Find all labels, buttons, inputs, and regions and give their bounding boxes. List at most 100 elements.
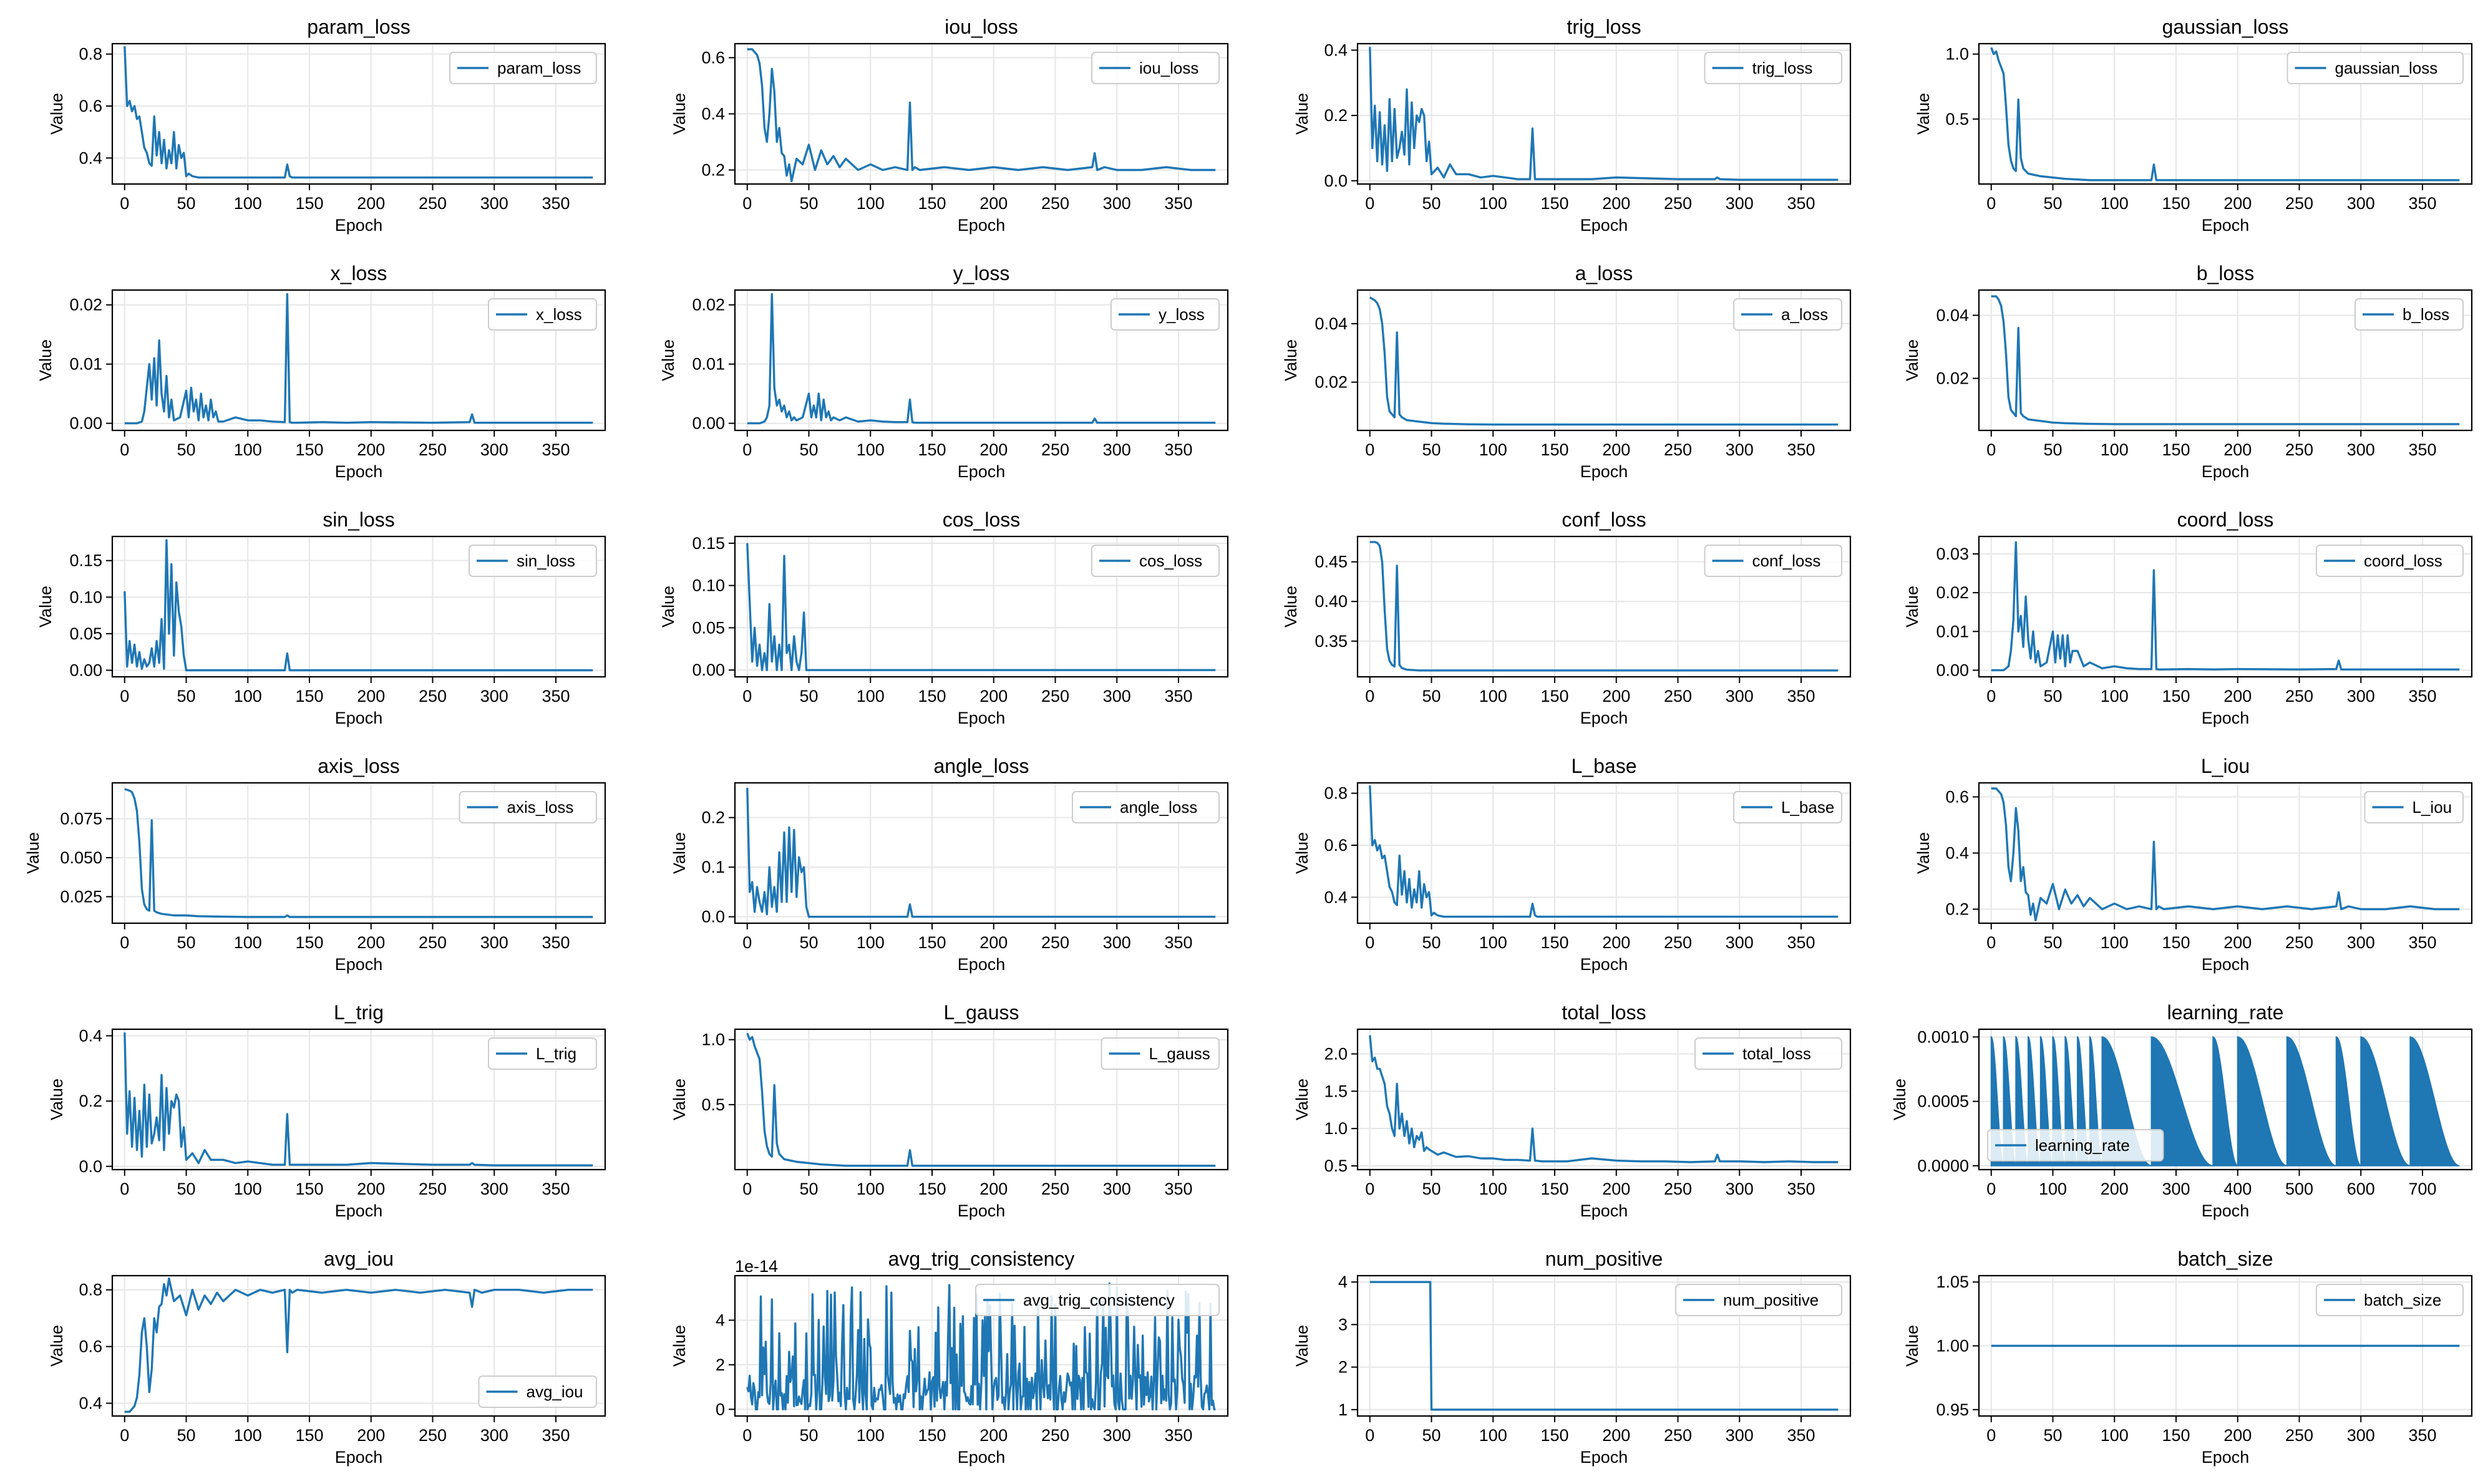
x-tick-label: 300	[1103, 687, 1131, 706]
x-tick-label: 200	[357, 194, 385, 213]
subplot-title: param_loss	[307, 16, 410, 38]
x-tick-label: 100	[2101, 933, 2129, 952]
y-tick-label: 0.00	[69, 414, 102, 433]
subplot-title: gaussian_loss	[2162, 16, 2289, 38]
y-tick-label: 4	[1338, 1273, 1348, 1291]
legend-box	[1987, 1129, 2164, 1161]
y-tick-label: 0.05	[69, 624, 102, 643]
y-axis-label: Value	[1293, 93, 1311, 135]
x-tick-label: 200	[1602, 933, 1630, 952]
axes-frame	[111, 1274, 606, 1417]
axes-frame	[111, 782, 606, 924]
x-tick-label: 150	[1540, 194, 1568, 213]
series-line	[1991, 541, 2460, 672]
x-tick-label: 100	[857, 933, 885, 952]
axes-frame	[1356, 782, 1852, 924]
x-tick-label: 350	[542, 1180, 570, 1198]
subplot-title: total_loss	[1562, 1001, 1646, 1024]
y-tick-label: 0.02	[69, 296, 102, 314]
y-tick-label: 0.025	[60, 888, 102, 906]
subplot-avg_iou: 0 50 100 150 200 250 300 350 0.4 0.6 0.8 avg_iou Epo…	[47, 1248, 606, 1467]
y-tick-label: 0.15	[692, 534, 725, 553]
axes-frame	[734, 289, 1229, 432]
plot-area	[746, 787, 1216, 918]
legend-label: L_trig	[536, 1044, 576, 1063]
y-axis-label: Value	[1903, 339, 1922, 381]
x-tick-label: 0	[1986, 194, 1996, 213]
subplot-title: batch_size	[2178, 1248, 2273, 1270]
x-tick-label: 300	[2347, 440, 2375, 459]
x-tick-label: 350	[1164, 1180, 1192, 1198]
x-tick-label: 200	[357, 1426, 385, 1445]
y-tick-label: 0.2	[79, 1092, 102, 1110]
x-tick-label: 200	[2223, 1426, 2252, 1445]
legend-label: b_loss	[2403, 305, 2449, 324]
series-line	[1991, 787, 2460, 922]
legend: trig_loss	[1704, 52, 1842, 84]
subplot-title: axis_loss	[318, 755, 400, 777]
subplot-L_iou: 0 50 100 150 200 250 300 350 0.2 0.4 0.6 L_iou Epoch…	[1914, 755, 2473, 974]
subplot-L_gauss: 0 50 100 150 200 250 300 350 0.5 1.0 L_gauss Epoch V…	[670, 1001, 1229, 1220]
y-tick-label: 0.050	[60, 848, 102, 867]
subplot-title: L_base	[1572, 755, 1637, 777]
legend-box	[1091, 52, 1220, 84]
subplot-avg_trig_consistency: 0 50 100 150 200 250 300 350 0 2 4 1e-14 avg_trig_co…	[670, 1248, 1229, 1467]
x-axis-label: Epoch	[958, 216, 1006, 235]
x-tick-label: 150	[918, 440, 946, 459]
legend: L_trig	[488, 1037, 597, 1070]
x-tick-label: 100	[234, 1426, 262, 1445]
legend: cos_loss	[1091, 545, 1220, 577]
y-axis-label: Value	[47, 93, 66, 135]
x-tick-label: 0	[1365, 687, 1374, 706]
series-line	[1369, 1281, 1839, 1411]
legend-box	[459, 791, 597, 823]
legend-label: L_iou	[2413, 798, 2452, 817]
x-axis-label: Epoch	[1580, 216, 1628, 235]
subplot-a_loss: 0 50 100 150 200 250 300 350 0.02 0.04 a_loss Epoch…	[1281, 262, 1852, 481]
y-axis-label: Value	[670, 832, 689, 874]
x-tick-label: 100	[234, 194, 262, 213]
x-tick-label: 100	[1479, 933, 1507, 952]
plot-area	[1991, 787, 2460, 922]
x-tick-label: 350	[542, 1426, 570, 1445]
y-tick-label: 0.4	[1324, 888, 1348, 906]
legend: angle_loss	[1072, 791, 1220, 823]
y-tick-label: 2	[716, 1355, 725, 1374]
x-tick-label: 50	[1422, 1180, 1441, 1198]
x-tick-label: 250	[1664, 687, 1692, 706]
series-line	[124, 46, 593, 179]
x-tick-label: 700	[2408, 1180, 2436, 1198]
subplot-title: L_trig	[334, 1001, 384, 1024]
x-tick-label: 100	[1479, 687, 1507, 706]
y-axis-label: Value	[1903, 1325, 1922, 1367]
plot-area	[1991, 295, 2460, 425]
axes-frame	[111, 42, 606, 185]
legend-label: L_base	[1781, 798, 1834, 817]
axes-frame	[111, 535, 606, 678]
y-tick-label: 0.0010	[1917, 1027, 1969, 1046]
x-tick-label: 600	[2347, 1180, 2375, 1198]
x-tick-label: 350	[1164, 194, 1192, 213]
y-tick-label: 0.00	[69, 661, 102, 679]
x-tick-label: 250	[2285, 687, 2313, 706]
x-tick-label: 50	[177, 194, 195, 213]
x-tick-label: 200	[1602, 194, 1630, 213]
x-tick-label: 200	[1602, 687, 1630, 706]
y-tick-label: 0.02	[1936, 369, 1969, 388]
legend-box	[1101, 1037, 1220, 1070]
plot-area	[1991, 541, 2460, 672]
series-line	[746, 543, 1216, 671]
x-tick-label: 0	[1986, 687, 1996, 706]
x-tick-label: 300	[1726, 1426, 1754, 1445]
subplot-total_loss: 0 50 100 150 200 250 300 350 0.5 1.0 1.5 2.0 total_l…	[1293, 1001, 1852, 1220]
x-tick-label: 100	[857, 440, 885, 459]
y-tick-label: 0.5	[701, 1095, 725, 1114]
x-tick-label: 250	[1041, 687, 1069, 706]
legend-label: angle_loss	[1120, 798, 1197, 817]
x-axis-label: Epoch	[1580, 955, 1628, 974]
legend-label: num_positive	[1723, 1291, 1819, 1309]
subplot-iou_loss: 0 50 100 150 200 250 300 350 0.2 0.4 0.6 iou_loss Ep…	[670, 16, 1229, 235]
y-axis-label: Value	[1890, 1079, 1909, 1120]
y-tick-label: 0.10	[69, 588, 102, 606]
